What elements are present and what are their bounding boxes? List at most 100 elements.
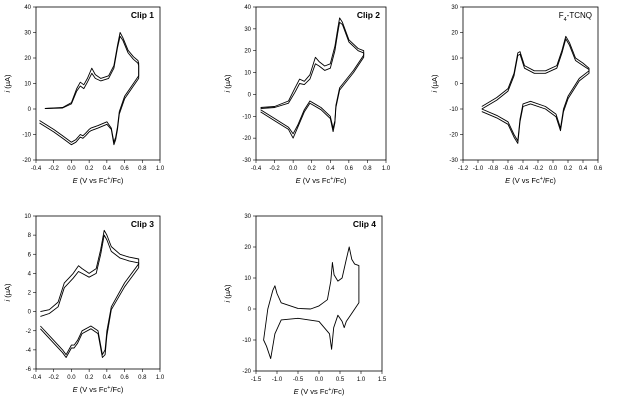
cv-curve-1 <box>260 17 365 135</box>
x-tick-label: -0.2 <box>269 166 280 172</box>
x-tick-label: 0.4 <box>103 166 112 172</box>
x-tick-label: -0.6 <box>503 166 514 172</box>
y-tick-label: 0 <box>248 92 252 98</box>
y-tick-label: 30 <box>244 214 251 220</box>
y-axis-label: i (µA) <box>223 284 232 303</box>
y-tick-label: 6 <box>28 252 32 258</box>
chart-title: Clip 2 <box>357 10 380 20</box>
x-axis-text: /Fc) <box>543 176 556 185</box>
panel-f4tcnq: -1.2 -1.0 -0.8 -0.6 -0.4 -0.2 0.0 0.2 0.4 0.6 -30 -… <box>430 5 603 185</box>
y-tick-label: 0 <box>28 310 32 316</box>
y-axis-symbol: i <box>223 301 232 303</box>
x-axis-superscript: + <box>107 176 110 182</box>
chart-title: Clip 3 <box>131 219 154 229</box>
y-tick-label: -6 <box>26 367 32 373</box>
cv-curve-1 <box>39 32 140 143</box>
y-tick-label: 30 <box>451 5 458 11</box>
y-tick-label: 10 <box>24 82 31 88</box>
x-tick-label: -0.4 <box>251 166 262 172</box>
y-axis-label: i (µA) <box>223 74 232 93</box>
x-axis-symbol: E <box>73 176 79 185</box>
x-tick-label: -0.4 <box>31 166 42 172</box>
chart-title: Clip 4 <box>353 219 376 229</box>
cv-curve-2 <box>39 35 140 146</box>
x-axis-text: (V vs Fc <box>78 385 108 394</box>
y-tick-label: -20 <box>242 369 251 375</box>
x-axis-symbol: E <box>296 176 302 185</box>
x-tick-label: -0.4 <box>31 375 42 381</box>
y-tick-label: -2 <box>26 329 32 335</box>
y-tick-label: -20 <box>449 133 458 139</box>
panel-clip2: -0.4 -0.2 0.0 0.2 0.4 0.6 0.8 1.0 -30 -20 -10 0 10 20… <box>223 5 391 185</box>
y-tick-label: -10 <box>449 107 458 113</box>
y-tick-label: 10 <box>451 56 458 62</box>
y-tick-label: 20 <box>244 49 251 55</box>
x-tick-label: 1.5 <box>378 377 387 383</box>
x-tick-label: 0.6 <box>120 375 129 381</box>
x-tick-label: 0.8 <box>138 375 147 381</box>
cv-curve-2 <box>481 38 590 144</box>
x-axis-label: E (V vs Fc+/Fc) <box>294 387 345 396</box>
x-tick-label: -0.4 <box>518 166 529 172</box>
y-axis-symbol: i <box>430 91 439 93</box>
y-tick-label: -10 <box>242 338 251 344</box>
x-axis-label: E (V vs Fc+/Fc) <box>73 176 124 185</box>
y-axis-symbol: i <box>223 91 232 93</box>
y-tick-label: 2 <box>28 291 32 297</box>
x-axis-superscript: + <box>107 385 110 391</box>
x-tick-label: 0.2 <box>85 375 94 381</box>
x-axis-text: (V vs Fc <box>510 176 540 185</box>
y-tick-label: 10 <box>24 214 31 220</box>
y-axis-text: (µA) <box>3 74 12 91</box>
x-axis-text: /Fc) <box>333 176 346 185</box>
y-tick-label: 8 <box>28 233 32 239</box>
x-tick-label: 0.0 <box>67 375 76 381</box>
y-axis-label: i (µA) <box>3 74 12 93</box>
x-axis-text: /Fc) <box>110 385 123 394</box>
cv-curve-1 <box>40 229 140 356</box>
y-axis-label: i (µA) <box>430 74 439 93</box>
x-tick-label: 0.0 <box>549 166 558 172</box>
x-tick-label: -0.2 <box>49 375 60 381</box>
y-tick-label: -4 <box>26 348 32 354</box>
x-tick-label: 0.2 <box>85 166 94 172</box>
x-tick-label: -0.2 <box>533 166 544 172</box>
y-tick-label: 0 <box>455 82 459 88</box>
x-axis-label: E (V vs Fc+/Fc) <box>296 176 347 185</box>
y-tick-label: 30 <box>244 27 251 33</box>
y-axis-text: (µA) <box>3 283 12 300</box>
y-tick-label: 10 <box>244 71 251 77</box>
x-axis-superscript: + <box>328 387 331 393</box>
cv-curve-1 <box>263 246 360 360</box>
title-text: F <box>559 11 564 20</box>
x-axis-text: (V vs Fc <box>301 176 331 185</box>
plot-frame <box>35 6 161 161</box>
x-axis-label: E (V vs Fc+/Fc) <box>505 176 556 185</box>
x-tick-label: 0.8 <box>363 166 372 172</box>
panel-clip3: -0.4 -0.2 0.0 0.2 0.4 0.6 0.8 1.0 -6 -4 -2 0 2 4 6 8 10 C… <box>3 214 165 394</box>
title-text: -TCNQ <box>567 11 592 20</box>
x-tick-label: -1.0 <box>473 166 484 172</box>
x-tick-label: 0.4 <box>326 166 335 172</box>
y-tick-label: 10 <box>244 276 251 282</box>
x-tick-label: -0.5 <box>293 377 304 383</box>
y-tick-label: 30 <box>24 31 31 37</box>
y-tick-label: -20 <box>242 136 251 142</box>
x-axis-text: (V vs Fc <box>78 176 108 185</box>
y-axis-text: (µA) <box>430 74 439 91</box>
x-tick-label: 1.0 <box>156 166 165 172</box>
y-tick-label: 40 <box>24 5 31 11</box>
x-axis-label: E (V vs Fc+/Fc) <box>73 385 124 394</box>
x-tick-label: -1.0 <box>272 377 283 383</box>
x-axis-text: /Fc) <box>331 387 344 396</box>
x-tick-label: 0.4 <box>579 166 588 172</box>
y-axis-text: (µA) <box>223 284 232 301</box>
x-tick-label: 0.6 <box>594 166 603 172</box>
panel-clip4: -1.5 -1.0 -0.5 0.0 0.5 1.0 1.5 -20 -10 0 10 20 30 Cli… <box>223 214 387 396</box>
title-subscript: 4 <box>564 17 567 23</box>
y-tick-label: -10 <box>22 133 31 139</box>
x-axis-superscript: + <box>330 176 333 182</box>
y-tick-label: 40 <box>244 5 251 11</box>
x-axis-symbol: E <box>294 387 300 396</box>
